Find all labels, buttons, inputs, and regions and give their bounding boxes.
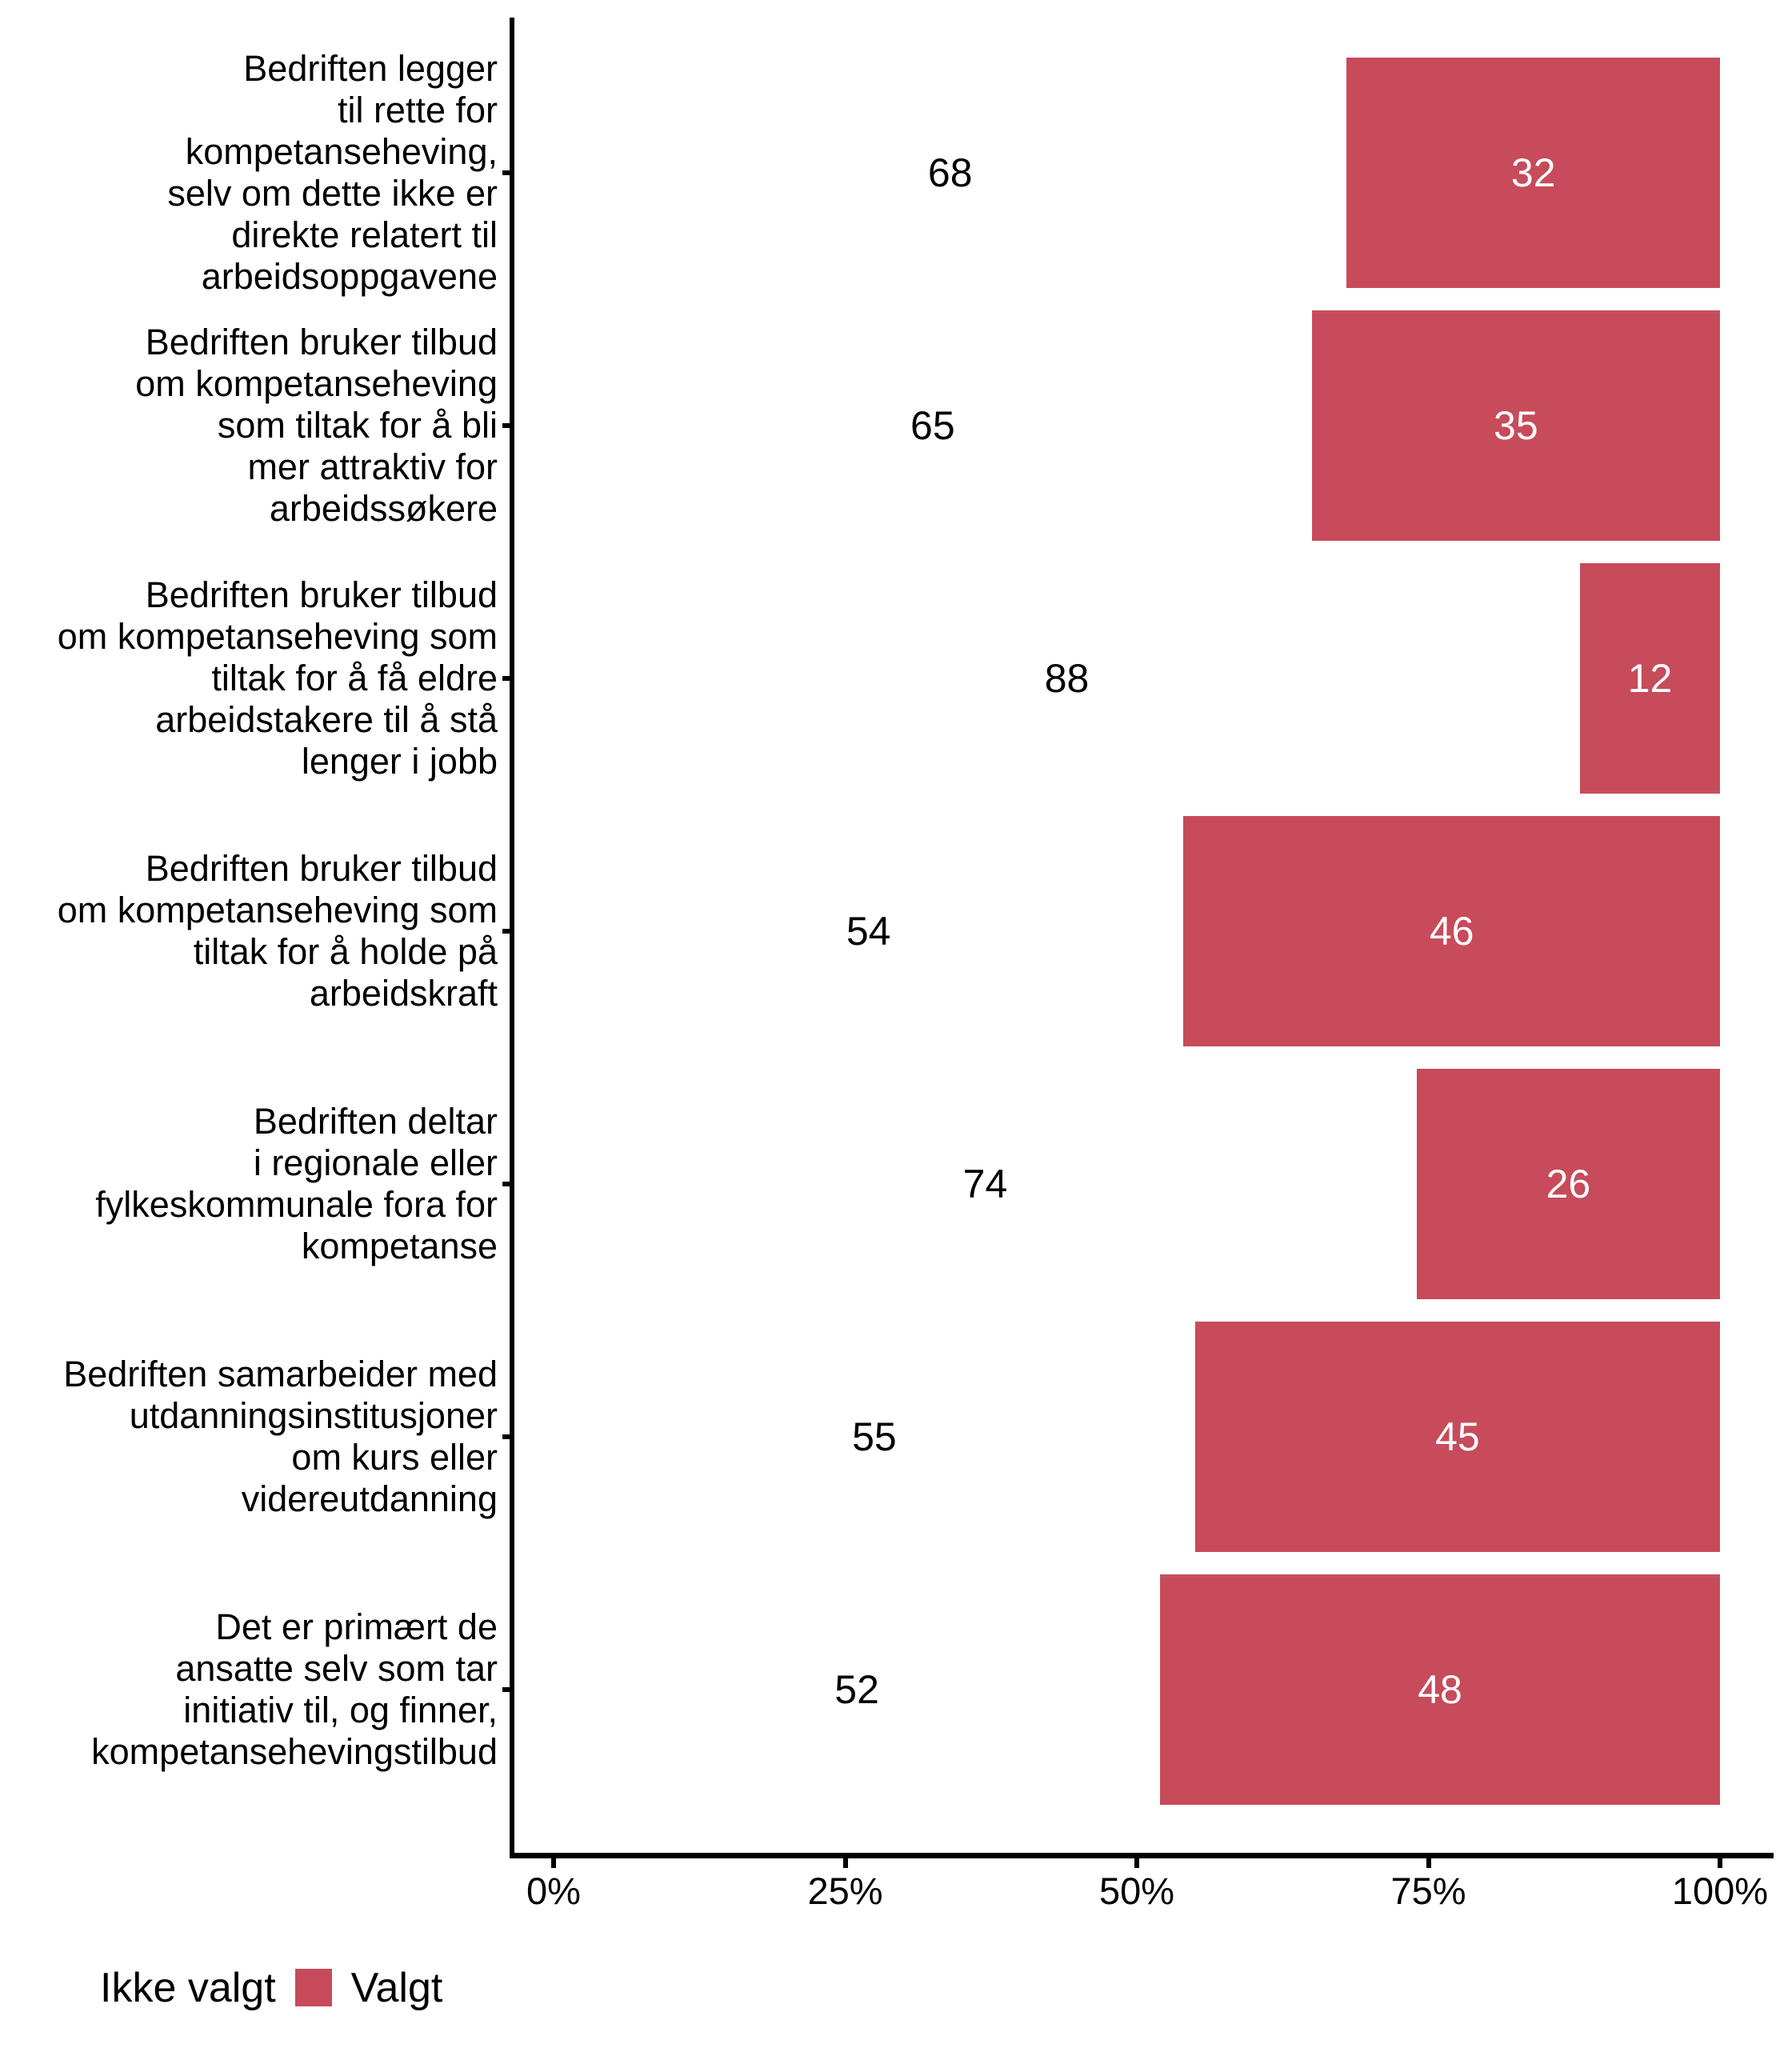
bar-segment-ikke-valgt: 54	[554, 816, 1184, 1046]
legend-key-ikke-valgt	[44, 1969, 81, 2006]
legend-label-valgt: Valgt	[350, 1964, 443, 2011]
bar-value-valgt: 48	[1418, 1667, 1462, 1712]
bar-track: 52 48	[554, 1574, 1720, 1805]
legend-label-ikke-valgt: Ikke valgt	[100, 1964, 276, 2011]
bar-value-valgt: 26	[1546, 1162, 1591, 1206]
y-axis-tick	[502, 423, 514, 428]
bar-segment-ikke-valgt: 52	[554, 1574, 1161, 1805]
bar-value-ikke-valgt: 65	[910, 403, 955, 448]
y-axis-line	[510, 18, 514, 1858]
bar-segment-valgt: 35	[1311, 310, 1720, 541]
bar-track: 74 26	[554, 1069, 1720, 1299]
bar-segment-ikke-valgt: 68	[554, 58, 1347, 288]
bar-value-valgt: 46	[1429, 909, 1474, 954]
bar-value-ikke-valgt: 74	[962, 1162, 1008, 1206]
category-label: Bedriften legger til rette for kompetans…	[167, 48, 498, 297]
x-axis-line	[510, 1853, 1774, 1858]
category-row: Bedriften legger til rette for kompetans…	[0, 46, 1792, 299]
bar-segment-valgt: 32	[1346, 58, 1720, 288]
bar-value-ikke-valgt: 54	[846, 909, 891, 954]
category-label: Bedriften bruker tilbud om kompetansehev…	[135, 322, 498, 529]
y-axis-tick	[502, 1687, 514, 1692]
bar-segment-valgt: 26	[1416, 1069, 1720, 1299]
bar-value-valgt: 45	[1435, 1414, 1480, 1459]
y-axis-tick	[502, 170, 514, 175]
x-axis-tick-label: 25%	[807, 1870, 883, 1912]
bar-segment-valgt: 12	[1580, 563, 1720, 794]
category-label: Bedriften samarbeider med utdanningsinst…	[63, 1354, 498, 1519]
bar-track: 88 12	[554, 563, 1720, 794]
bar-track: 54 46	[554, 816, 1720, 1046]
bar-value-ikke-valgt: 52	[834, 1667, 879, 1712]
bar-track: 68 32	[554, 58, 1720, 288]
x-axis-tick-label: 100%	[1671, 1870, 1769, 1912]
category-label: Det er primært de ansatte selv som tar i…	[91, 1606, 498, 1772]
category-label: Bedriften bruker tilbud om kompetansehev…	[57, 574, 498, 782]
category-row: Bedriften deltar i regionale eller fylke…	[0, 1058, 1792, 1310]
category-row: Det er primært de ansatte selv som tar i…	[0, 1563, 1792, 1816]
legend: Ikke valgt Valgt	[44, 1965, 442, 2011]
category-row: Bedriften samarbeider med utdanningsinst…	[0, 1310, 1792, 1563]
bar-segment-ikke-valgt: 74	[554, 1069, 1417, 1299]
y-axis-tick	[502, 929, 514, 934]
bar-value-ikke-valgt: 55	[852, 1414, 897, 1459]
bar-segment-valgt: 45	[1194, 1322, 1720, 1552]
bar-segment-valgt: 48	[1160, 1574, 1720, 1805]
bar-value-ikke-valgt: 68	[927, 150, 973, 195]
x-axis-tick	[1718, 1858, 1722, 1868]
bar-value-valgt: 12	[1627, 656, 1673, 701]
bar-value-ikke-valgt: 88	[1044, 656, 1090, 701]
x-axis-tick	[842, 1858, 848, 1868]
category-label: Bedriften bruker tilbud om kompetansehev…	[57, 848, 498, 1014]
x-axis-tick-label: 0%	[526, 1870, 581, 1912]
bar-value-valgt: 35	[1494, 403, 1538, 448]
x-axis-tick	[1426, 1858, 1431, 1868]
x-axis-tick-label: 50%	[1098, 1870, 1175, 1912]
bar-segment-valgt: 46	[1183, 816, 1720, 1046]
category-row: Bedriften bruker tilbud om kompetansehev…	[0, 299, 1792, 552]
bar-segment-ikke-valgt: 65	[554, 310, 1312, 541]
x-axis-tick	[1134, 1858, 1139, 1868]
x-axis-tick-label: 75%	[1390, 1870, 1466, 1912]
y-axis-tick	[502, 1182, 514, 1186]
bar-value-valgt: 32	[1510, 150, 1556, 195]
bar-segment-ikke-valgt: 88	[554, 563, 1581, 794]
y-axis-tick	[502, 676, 514, 681]
bar-segment-ikke-valgt: 55	[554, 1322, 1195, 1552]
category-row: Bedriften bruker tilbud om kompetansehev…	[0, 552, 1792, 805]
category-row: Bedriften bruker tilbud om kompetansehev…	[0, 805, 1792, 1058]
legend-key-valgt	[294, 1969, 332, 2006]
x-axis-tick	[551, 1858, 556, 1868]
category-label: Bedriften deltar i regionale eller fylke…	[95, 1101, 498, 1266]
bar-rows: Bedriften legger til rette for kompetans…	[0, 46, 1792, 1816]
y-axis-tick	[502, 1434, 514, 1439]
bar-track: 55 45	[554, 1322, 1720, 1552]
bar-track: 65 35	[554, 310, 1720, 541]
